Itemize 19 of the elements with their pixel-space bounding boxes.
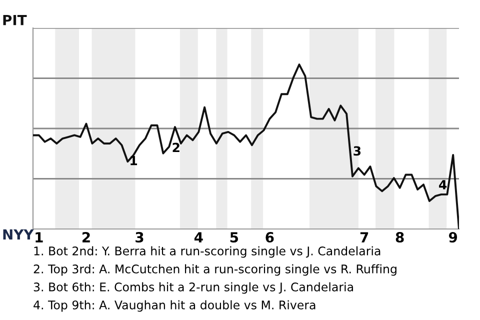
x-tick-label: 5 — [230, 232, 238, 243]
text: PIT — [3, 14, 27, 26]
text: NYY — [3, 229, 34, 240]
annotation: 1 — [130, 156, 138, 166]
x-tick-label: 3 — [136, 232, 144, 243]
text: 1. Bot 2nd: Y. Berra hit a run-scoring single vs J. Candelaria — [34, 246, 380, 258]
x-tick-label: 7 — [360, 232, 368, 242]
text: 4. Top 9th: A. Vaughan hit a double vs M. Rivera — [34, 300, 316, 312]
annotation: 3 — [354, 146, 361, 156]
annotation: 2 — [172, 142, 180, 152]
text: 3. Bot 6th: E. Combs hit a 2-run single vs J. Candelaria — [34, 282, 353, 294]
text: 2. Top 3rd: A. McCutchen hit a run-scoring single vs R. Ruffing — [34, 264, 396, 276]
x-tick-label: 6 — [266, 232, 274, 243]
x-tick-label: 1 — [36, 232, 43, 242]
annotation: 4 — [439, 180, 447, 190]
x-tick-label: 8 — [396, 232, 404, 243]
x-tick-label: 4 — [194, 232, 203, 242]
x-tick-label: 2 — [82, 232, 90, 242]
x-tick-label: 9 — [448, 232, 458, 243]
